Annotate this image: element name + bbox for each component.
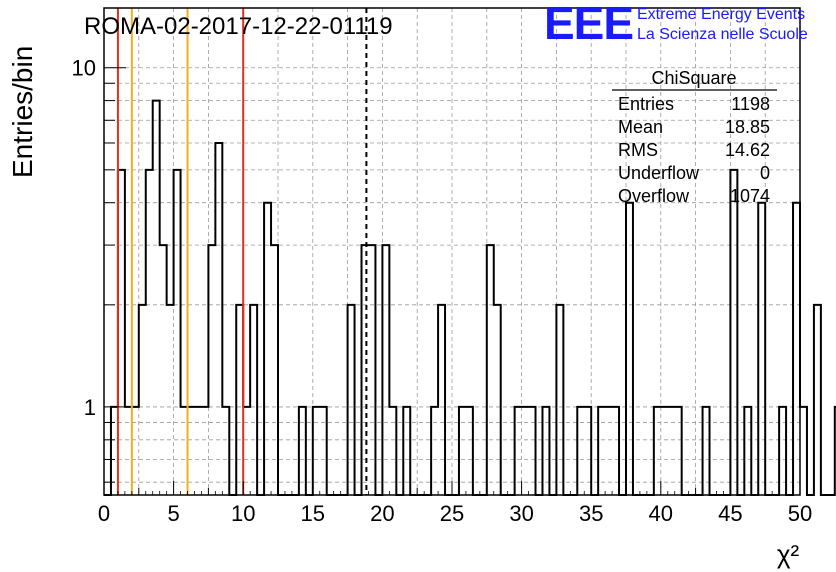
x-tick-label: 40 <box>649 501 673 526</box>
axes: 0 5 10 15 20 25 30 35 40 45 50 1 10 <box>72 56 813 526</box>
histogram-bin <box>556 305 563 495</box>
stats-name: ChiSquare <box>651 68 736 88</box>
stats-value: 14.62 <box>725 140 770 160</box>
x-tick-label: 0 <box>98 501 110 526</box>
histogram-bin <box>208 245 215 495</box>
stats-label: Underflow <box>618 163 700 183</box>
x-tick-label: 30 <box>509 501 533 526</box>
histogram-bin <box>382 245 389 495</box>
y-tick-label: 10 <box>72 56 96 81</box>
chart-title: ROMA-02-2017-12-22-01119 <box>84 13 393 40</box>
histogram-bin <box>348 305 355 495</box>
stats-rows: Entries 1198 Mean 18.85 RMS 14.62 Underflow 0 Ov… <box>618 94 770 206</box>
histogram-bin <box>793 203 800 495</box>
logo-line-1: Extreme Energy Events <box>637 6 806 23</box>
histogram-bin <box>758 203 765 495</box>
marker-lines <box>116 8 368 495</box>
histogram-bin <box>167 305 174 495</box>
x-tick-label: 15 <box>301 501 325 526</box>
stats-label: Mean <box>618 117 663 137</box>
stats-label: Entries <box>618 94 674 114</box>
x-tick-label: 20 <box>370 501 394 526</box>
histogram-bin <box>730 170 737 495</box>
stats-value: 1198 <box>731 94 770 114</box>
y-axis-label: Entries/bin <box>7 46 38 178</box>
y-tick-label: 1 <box>84 395 96 420</box>
histogram-bin <box>271 245 278 495</box>
histogram-bin <box>236 305 243 495</box>
histogram-bin <box>626 203 633 495</box>
histogram-bin <box>814 305 821 495</box>
histogram-bin <box>160 245 167 495</box>
histogram-bin <box>368 245 375 495</box>
stats-label: Overflow <box>618 186 690 206</box>
logo-mark: EEE <box>544 0 634 49</box>
stats-value: 1074 <box>730 186 770 206</box>
logo-line-2: La Scienza nelle Scuole <box>637 26 808 43</box>
x-tick-label: 50 <box>788 501 812 526</box>
x-tick-label: 25 <box>440 501 464 526</box>
histogram-bin <box>362 245 369 495</box>
histogram-bin <box>118 170 125 495</box>
stats-label: RMS <box>618 140 658 160</box>
stats-value: 0 <box>760 163 770 183</box>
stats-box: ChiSquare Entries 1198 Mean 18.85 RMS 14.62 Un… <box>612 68 777 206</box>
histogram-bin <box>264 203 271 495</box>
x-tick-label: 45 <box>718 501 742 526</box>
histogram-bin <box>146 170 153 495</box>
x-tick-label: 10 <box>231 501 255 526</box>
histogram-bin <box>215 143 222 495</box>
stats-value: 18.85 <box>725 117 770 137</box>
histogram-bin <box>250 305 257 495</box>
x-tick-label: 5 <box>167 501 179 526</box>
histogram-bin <box>438 305 445 495</box>
histogram-bin <box>487 245 494 495</box>
histogram-bin <box>800 407 807 495</box>
x-axis-label: χ² <box>777 539 800 569</box>
histogram-bin <box>153 101 160 495</box>
eee-logo: EEE Extreme Energy Events La Scienza nel… <box>540 0 830 48</box>
histogram-bin <box>174 170 181 495</box>
histogram-bin <box>139 305 146 495</box>
histogram-bin <box>494 305 501 495</box>
x-tick-label: 35 <box>579 501 603 526</box>
